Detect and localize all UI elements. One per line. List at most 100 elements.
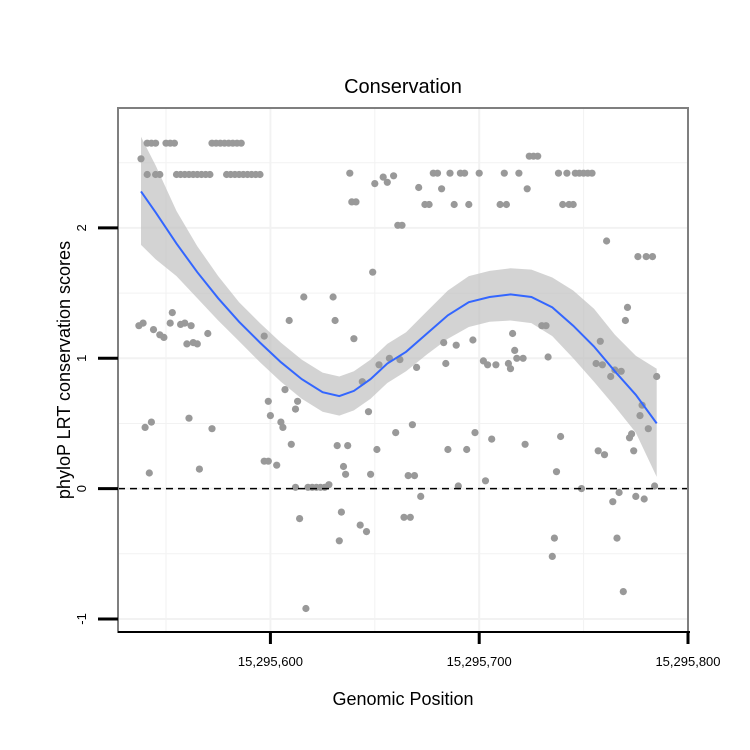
data-point xyxy=(237,139,245,147)
data-point xyxy=(619,588,627,596)
y-tick-label: 1 xyxy=(74,355,89,362)
data-point xyxy=(588,169,596,177)
data-point xyxy=(446,169,454,177)
data-point xyxy=(141,423,149,431)
data-point xyxy=(534,152,542,160)
data-point xyxy=(607,372,615,381)
data-point xyxy=(193,340,201,348)
data-point xyxy=(615,488,623,497)
data-point xyxy=(398,221,406,229)
data-point xyxy=(577,485,586,493)
data-point xyxy=(137,155,145,163)
data-point xyxy=(648,253,657,261)
y-tick-label: 0 xyxy=(74,485,89,492)
data-point xyxy=(463,445,471,454)
data-point xyxy=(408,421,416,429)
data-point xyxy=(500,169,508,177)
data-point xyxy=(438,185,446,193)
data-point xyxy=(508,329,517,338)
data-point xyxy=(170,139,178,147)
data-point xyxy=(187,322,195,330)
data-point xyxy=(444,445,452,454)
data-point xyxy=(594,447,602,455)
data-point xyxy=(369,268,377,276)
data-point xyxy=(325,481,333,489)
data-point xyxy=(623,303,632,311)
data-point xyxy=(287,440,295,448)
data-point xyxy=(554,169,563,177)
data-point xyxy=(598,361,607,369)
data-point xyxy=(603,237,611,245)
data-point xyxy=(204,329,212,338)
data-point xyxy=(496,200,504,209)
data-point xyxy=(294,397,302,405)
data-point xyxy=(563,169,571,177)
chart-title: Conservation xyxy=(344,76,462,98)
data-point xyxy=(342,470,350,478)
data-point xyxy=(356,521,364,529)
data-point xyxy=(185,414,193,422)
data-point xyxy=(291,405,300,413)
data-point xyxy=(548,552,556,561)
data-point xyxy=(335,537,343,545)
data-point xyxy=(636,412,644,420)
data-point xyxy=(440,339,448,347)
data-point xyxy=(417,492,425,500)
data-point xyxy=(600,451,609,459)
data-point xyxy=(346,169,354,177)
data-point xyxy=(557,432,565,441)
data-point xyxy=(640,495,648,503)
data-point xyxy=(195,465,203,473)
data-point xyxy=(379,173,387,181)
data-point xyxy=(630,447,638,455)
data-point xyxy=(404,472,412,480)
data-point xyxy=(506,365,515,373)
data-point xyxy=(139,319,147,327)
data-point xyxy=(450,200,458,209)
data-point xyxy=(413,363,421,371)
data-point xyxy=(617,367,625,375)
data-point xyxy=(147,418,155,426)
data-point xyxy=(511,346,519,354)
data-point xyxy=(592,359,600,368)
data-point xyxy=(371,180,379,188)
data-point xyxy=(452,341,460,349)
data-point xyxy=(513,354,521,362)
data-point xyxy=(454,482,462,490)
data-point xyxy=(542,322,550,330)
data-point xyxy=(392,429,400,437)
data-point xyxy=(550,534,559,542)
data-point xyxy=(329,293,337,301)
data-point xyxy=(331,316,339,325)
data-point xyxy=(471,429,479,437)
y-axis-label: phyloP LRT conservation scores xyxy=(54,241,74,499)
data-point xyxy=(367,470,375,478)
data-point xyxy=(400,513,408,521)
data-point xyxy=(544,353,552,361)
data-point xyxy=(302,604,310,613)
data-points xyxy=(135,139,661,613)
data-point xyxy=(484,361,492,369)
data-point xyxy=(279,423,287,431)
data-point xyxy=(406,513,414,521)
data-point xyxy=(632,492,640,500)
data-point xyxy=(465,200,473,209)
data-point xyxy=(181,319,189,327)
data-point xyxy=(461,169,469,177)
data-point xyxy=(256,170,264,179)
data-point xyxy=(552,468,561,476)
data-point xyxy=(375,361,383,369)
data-point xyxy=(488,435,496,443)
data-point xyxy=(415,183,423,192)
data-point xyxy=(143,170,151,179)
data-point xyxy=(296,515,304,523)
data-point xyxy=(433,169,442,177)
data-point xyxy=(644,425,652,433)
smooth-curve xyxy=(140,190,658,424)
data-point xyxy=(350,335,358,343)
data-point xyxy=(521,440,529,448)
data-point xyxy=(260,332,268,340)
data-point xyxy=(339,462,348,471)
data-point xyxy=(300,293,308,301)
